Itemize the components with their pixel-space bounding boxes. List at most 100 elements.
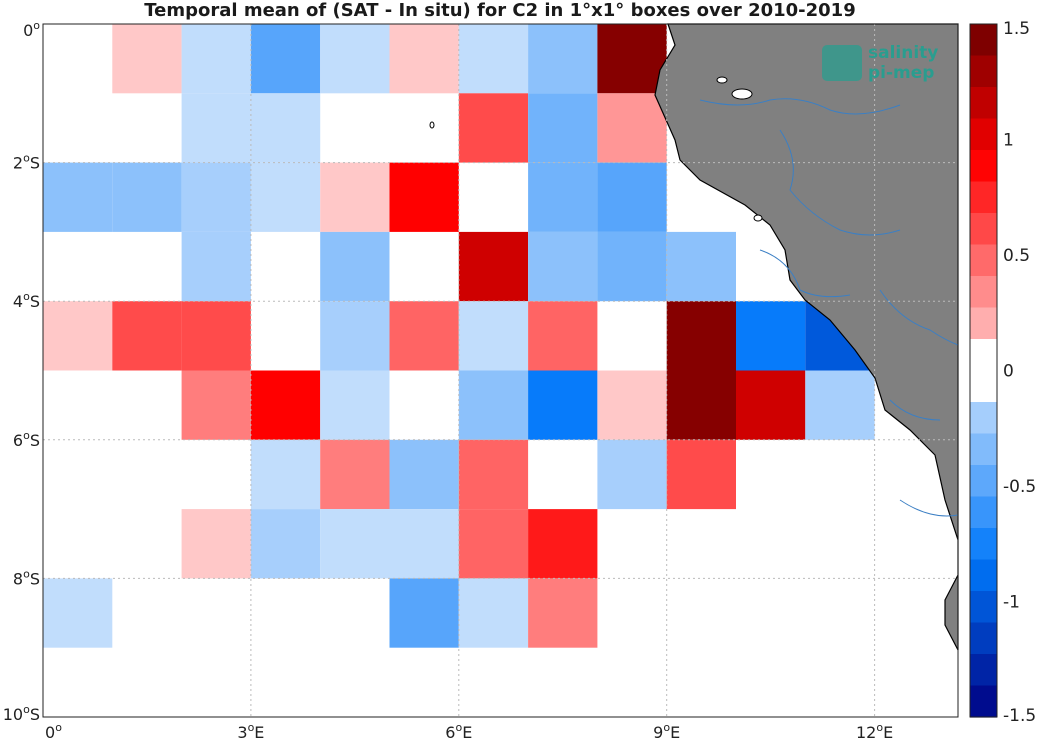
data-cell <box>458 439 529 510</box>
grid-lines <box>43 24 958 717</box>
colorbar-swatches <box>970 24 997 718</box>
data-cell <box>320 509 390 579</box>
data-cell <box>320 231 390 302</box>
data-cell <box>181 509 251 579</box>
data-cell <box>389 439 459 510</box>
rivers <box>699 98 959 517</box>
river-line <box>889 399 941 421</box>
island <box>731 88 753 100</box>
data-cell <box>112 24 182 94</box>
colorbar-swatch <box>970 559 997 592</box>
longitude-tick-labels: 0o 3oE 6oE 9oE 12oE <box>45 721 893 740</box>
colorbar-swatch <box>970 87 997 120</box>
data-cell <box>666 231 736 302</box>
data-cell <box>250 162 321 232</box>
data-cell <box>43 301 113 371</box>
data-cell <box>736 301 806 371</box>
colorbar-swatch <box>970 339 997 372</box>
data-cell <box>389 162 459 232</box>
island <box>716 76 728 84</box>
data-cell <box>597 370 667 440</box>
data-cell <box>320 370 390 440</box>
lat-tick-label: 0o <box>23 19 40 40</box>
data-cell <box>597 439 667 510</box>
colorbar-swatch <box>970 276 997 309</box>
river-line <box>759 249 851 298</box>
colorbar-swatch <box>970 402 997 435</box>
data-cell <box>320 24 390 94</box>
lon-tick-label: 12oE <box>856 721 893 740</box>
colorbar-swatch <box>970 307 997 340</box>
colorbar-swatch <box>970 244 997 277</box>
logo-line2: pi-mep <box>868 63 934 83</box>
colorbar-swatch <box>970 150 997 183</box>
colorbar-swatch <box>970 433 997 466</box>
colorbar-swatch <box>970 181 997 214</box>
colorbar-swatch <box>970 55 997 88</box>
lat-tick-label: 4oS <box>13 290 40 311</box>
river-line <box>879 289 959 346</box>
data-cell <box>528 509 598 579</box>
data-cell <box>528 24 598 94</box>
data-cell <box>181 24 251 94</box>
chart-title: Temporal mean of (SAT - In situ) for C2 … <box>144 0 855 21</box>
data-cell <box>528 578 598 648</box>
data-cell <box>458 370 529 440</box>
data-cell <box>250 370 321 440</box>
data-cell <box>736 370 806 440</box>
colorbar-swatch <box>970 24 997 57</box>
data-cell <box>389 24 459 94</box>
colorbar-swatch <box>970 213 997 246</box>
colorbar-tick-label: -0.5 <box>1003 477 1036 497</box>
data-cell <box>43 578 113 648</box>
logo-line1: salinity <box>868 43 938 63</box>
data-cell <box>597 24 667 94</box>
river-line <box>699 98 901 115</box>
data-cell <box>389 509 459 579</box>
data-cell <box>389 301 459 371</box>
data-cell <box>597 93 667 163</box>
land-mass <box>654 23 959 651</box>
river-line <box>779 129 901 236</box>
map-frame <box>42 23 959 718</box>
data-cell <box>597 162 667 232</box>
data-cell <box>112 301 182 371</box>
data-cell <box>458 24 529 94</box>
data-cell <box>528 93 598 163</box>
island <box>753 214 763 222</box>
data-cell <box>181 301 251 371</box>
logo-mark <box>822 45 862 81</box>
map-area <box>42 23 959 718</box>
logo: salinity pi-mep <box>822 43 938 83</box>
colorbar-swatch <box>970 528 997 561</box>
colorbar-tick-label: 1 <box>1003 131 1014 151</box>
colorbar-frame <box>969 23 998 718</box>
latitude-tick-labels: 0o 2oS 4oS 6oS 8oS 10oS <box>3 19 41 724</box>
data-cell <box>181 370 251 440</box>
data-cell <box>320 162 390 232</box>
data-cell <box>805 370 875 440</box>
data-cell <box>389 578 459 648</box>
lat-tick-label: 6oS <box>13 429 40 450</box>
data-cell <box>597 231 667 302</box>
data-cell <box>458 509 529 579</box>
data-cell <box>181 162 251 232</box>
data-cell <box>320 301 390 371</box>
colorbar: 1.5 1 0.5 0 -0.5 -1 -1.5 <box>969 19 1036 726</box>
colorbar-swatch <box>970 591 997 624</box>
island <box>429 121 435 129</box>
river-line <box>899 499 959 517</box>
data-cell <box>250 93 321 163</box>
lon-tick-label: 3oE <box>237 721 264 740</box>
data-cell <box>666 439 736 510</box>
data-cells <box>43 24 875 648</box>
lat-tick-label: 10oS <box>3 703 40 724</box>
data-cell <box>528 301 598 371</box>
data-cell <box>181 231 251 302</box>
colorbar-tick-label: -1.5 <box>1003 706 1036 726</box>
data-cell <box>458 578 529 648</box>
colorbar-tick-label: 0.5 <box>1003 246 1030 266</box>
data-cell <box>528 162 598 232</box>
lon-tick-label: 9oE <box>653 721 680 740</box>
colorbar-swatch <box>970 622 997 655</box>
